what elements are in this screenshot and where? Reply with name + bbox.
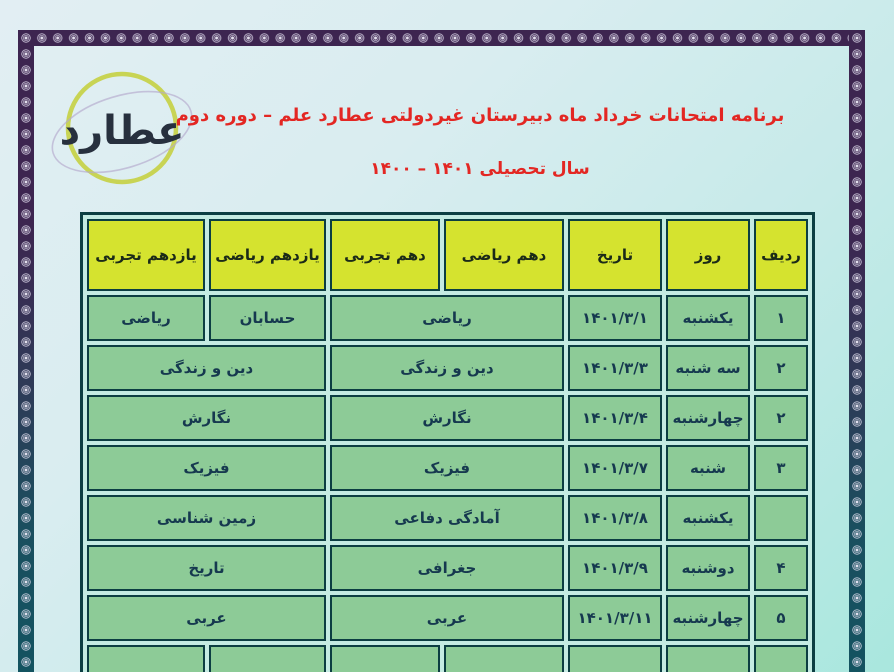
subject-cell-dahom: ریاضی xyxy=(330,295,564,341)
logo-calligraphy: عطارد xyxy=(60,108,185,154)
table-row: ۲ سه شنبه ۱۴۰۱/۳/۳ دین و زندگی دین و زندگی xyxy=(87,345,808,391)
date-cell: ۱۴۰۱/۳/۱۱ xyxy=(568,595,662,641)
table-row: ۱ یکشنبه ۱۴۰۱/۳/۱ ریاضی حسابان ریاضی xyxy=(87,295,808,341)
exam-schedule-table: ردیف روز تاریخ دهم ریاضی دهم تجربی یازده… xyxy=(80,212,815,672)
table-row: یکشنبه ۱۴۰۱/۳/۸ آمادگی دفاعی زمین شناسی xyxy=(87,495,808,541)
subject-cell-yazdahom-riazi xyxy=(209,645,326,672)
table-header-row: ردیف روز تاریخ دهم ریاضی دهم تجربی یازده… xyxy=(87,219,808,291)
table-row: ۴ دوشنبه ۱۴۰۱/۳/۹ جغرافی تاریخ xyxy=(87,545,808,591)
radif-cell: ۵ xyxy=(754,595,808,641)
header-yazdahom-tajrobi: یازدهم تجربی xyxy=(87,219,205,291)
radif-cell: ۴ xyxy=(754,545,808,591)
date-cell xyxy=(568,645,662,672)
day-cell: شنبه xyxy=(666,445,750,491)
header-radif: ردیف xyxy=(754,219,808,291)
subject-cell-dahom: فیزیک xyxy=(330,445,564,491)
subject-cell-dahom: عربی xyxy=(330,595,564,641)
table-row: ۲ چهارشنبه ۱۴۰۱/۳/۴ نگارش نگارش xyxy=(87,395,808,441)
subject-cell-dahom-riazi xyxy=(444,645,564,672)
date-cell: ۱۴۰۱/۳/۴ xyxy=(568,395,662,441)
frame-border-top xyxy=(18,30,865,46)
date-cell: ۱۴۰۱/۳/۱ xyxy=(568,295,662,341)
header-dahom-tajrobi: دهم تجربی xyxy=(330,219,440,291)
subject-cell-yazdahom-tajrobi: ریاضی xyxy=(87,295,205,341)
subject-cell-yazdahom: زمین شناسی xyxy=(87,495,326,541)
day-cell: سه شنبه xyxy=(666,345,750,391)
subject-cell-yazdahom: دین و زندگی xyxy=(87,345,326,391)
subject-cell-yazdahom-tajrobi xyxy=(87,645,205,672)
table-row: ۳ شنبه ۱۴۰۱/۳/۷ فیزیک فیزیک xyxy=(87,445,808,491)
day-cell: دوشنبه xyxy=(666,545,750,591)
day-cell xyxy=(666,645,750,672)
header-dahom-riazi: دهم ریاضی xyxy=(444,219,564,291)
day-cell: یکشنبه xyxy=(666,295,750,341)
subject-cell-dahom: دین و زندگی xyxy=(330,345,564,391)
radif-cell: ۲ xyxy=(754,345,808,391)
header-yazdahom-riazi: یازدهم ریاضی xyxy=(209,219,326,291)
subject-cell-yazdahom: تاریخ xyxy=(87,545,326,591)
subject-cell-dahom-tajrobi xyxy=(330,645,440,672)
radif-cell xyxy=(754,645,808,672)
radif-cell: ۳ xyxy=(754,445,808,491)
table-row xyxy=(87,645,808,672)
date-cell: ۱۴۰۱/۳/۳ xyxy=(568,345,662,391)
academic-year-subtitle: سال تحصیلی ۱۴۰۱ – ۱۴۰۰ xyxy=(370,159,590,180)
day-cell: چهارشنبه xyxy=(666,595,750,641)
subject-cell-yazdahom: فیزیک xyxy=(87,445,326,491)
radif-cell xyxy=(754,495,808,541)
radif-cell: ۲ xyxy=(754,395,808,441)
document-title: برنامه امتحانات خرداد ماه دبیرستان غیردو… xyxy=(175,105,785,126)
subject-cell-yazdahom: نگارش xyxy=(87,395,326,441)
radif-cell: ۱ xyxy=(754,295,808,341)
date-cell: ۱۴۰۱/۳/۷ xyxy=(568,445,662,491)
header-date: تاریخ xyxy=(568,219,662,291)
frame-border-left xyxy=(18,30,34,672)
logo-ring-icon xyxy=(65,71,179,185)
subject-cell-dahom: جغرافی xyxy=(330,545,564,591)
document-titles: برنامه امتحانات خرداد ماه دبیرستان غیردو… xyxy=(150,104,810,179)
subject-cell-yazdahom-riazi: حسابان xyxy=(209,295,326,341)
date-cell: ۱۴۰۱/۳/۸ xyxy=(568,495,662,541)
subject-cell-dahom: نگارش xyxy=(330,395,564,441)
logo-orbit-icon xyxy=(51,90,193,174)
day-cell: چهارشنبه xyxy=(666,395,750,441)
table-row: ۵ چهارشنبه ۱۴۰۱/۳/۱۱ عربی عربی xyxy=(87,595,808,641)
school-logo: عطارد xyxy=(48,52,198,212)
frame-border-right xyxy=(849,30,865,672)
date-cell: ۱۴۰۱/۳/۹ xyxy=(568,545,662,591)
subject-cell-dahom: آمادگی دفاعی xyxy=(330,495,564,541)
day-cell: یکشنبه xyxy=(666,495,750,541)
exam-table-body: ۱ یکشنبه ۱۴۰۱/۳/۱ ریاضی حسابان ریاضی ۲ سه شنبه ۱… xyxy=(87,295,808,672)
subject-cell-yazdahom: عربی xyxy=(87,595,326,641)
header-day: روز xyxy=(666,219,750,291)
